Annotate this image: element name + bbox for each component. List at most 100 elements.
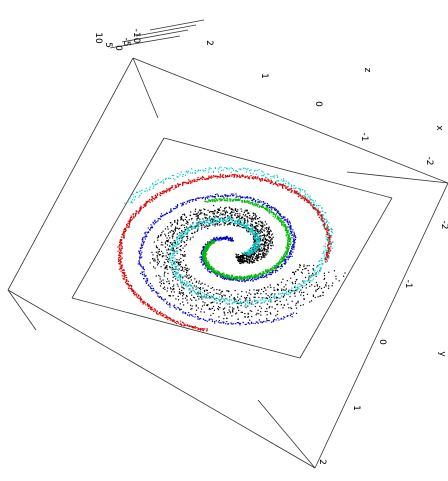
data-point	[314, 207, 316, 209]
data-point	[209, 241, 211, 243]
data-point	[173, 208, 175, 210]
box-edge	[149, 19, 205, 31]
data-point	[123, 272, 125, 274]
data-point	[174, 262, 176, 265]
data-point	[234, 300, 236, 302]
data-point	[262, 274, 264, 277]
data-point	[178, 275, 180, 277]
data-point	[162, 282, 165, 284]
data-point	[173, 245, 175, 247]
data-point	[286, 253, 288, 255]
data-point	[234, 220, 236, 222]
data-point	[189, 172, 191, 174]
data-point	[141, 239, 143, 241]
data-point	[151, 200, 153, 202]
data-point	[237, 224, 239, 227]
data-point	[155, 291, 157, 293]
data-point	[204, 243, 206, 245]
data-point	[283, 292, 285, 295]
data-point	[234, 276, 236, 278]
data-point	[138, 297, 140, 299]
data-point	[194, 213, 196, 215]
data-point	[189, 199, 191, 201]
data-point	[149, 306, 151, 308]
data-point	[169, 306, 171, 308]
data-point	[211, 240, 213, 242]
data-point	[264, 252, 266, 254]
data-point	[169, 222, 171, 224]
data-point	[256, 246, 258, 248]
data-point	[307, 270, 309, 272]
data-point	[263, 173, 265, 175]
data-point	[220, 274, 222, 276]
data-point	[168, 280, 170, 282]
data-point	[260, 302, 262, 305]
data-point	[262, 254, 264, 257]
data-point	[299, 190, 301, 192]
data-point	[246, 222, 248, 224]
data-point	[252, 250, 254, 252]
data-point	[195, 208, 197, 210]
data-point	[244, 226, 246, 228]
data-point	[216, 216, 218, 218]
data-point	[256, 229, 258, 231]
data-point	[204, 198, 206, 200]
data-point	[179, 278, 181, 281]
data-point	[127, 284, 129, 286]
data-point	[220, 273, 222, 275]
data-point	[178, 259, 180, 261]
data-point	[121, 257, 123, 259]
data-point	[251, 247, 253, 249]
data-point	[219, 322, 221, 324]
data-point	[159, 191, 161, 194]
data-point	[170, 269, 173, 271]
data-point	[199, 223, 201, 225]
data-point	[235, 276, 237, 278]
data-point	[213, 216, 215, 218]
data-point	[222, 274, 224, 276]
data-point	[136, 191, 138, 193]
data-point	[288, 247, 290, 249]
data-point	[239, 259, 241, 261]
data-point	[201, 177, 203, 179]
data-point	[251, 218, 253, 220]
data-point	[281, 266, 283, 268]
data-point	[189, 304, 192, 306]
data-point	[177, 295, 179, 297]
data-point	[286, 232, 288, 234]
data-point	[289, 233, 291, 235]
data-point	[152, 290, 154, 292]
data-point	[217, 272, 219, 274]
data-point	[229, 239, 231, 241]
data-point	[226, 175, 228, 177]
data-point	[277, 180, 279, 182]
data-point	[238, 260, 240, 262]
data-point	[172, 257, 174, 259]
data-point	[119, 245, 121, 247]
data-point	[164, 243, 167, 245]
data-point	[236, 171, 238, 173]
box-edge	[135, 24, 197, 37]
data-point	[252, 261, 254, 263]
data-point	[250, 233, 252, 235]
data-point	[312, 295, 314, 297]
data-point	[135, 210, 137, 212]
data-point	[179, 248, 182, 251]
data-point	[243, 276, 245, 278]
data-point	[282, 260, 285, 262]
data-point	[297, 283, 299, 285]
data-point	[215, 194, 217, 196]
data-point	[236, 322, 238, 324]
data-point	[172, 253, 174, 255]
data-point	[287, 189, 289, 191]
data-point	[274, 207, 276, 209]
data-point	[194, 172, 196, 174]
data-point	[164, 246, 166, 248]
data-point	[224, 167, 226, 169]
data-point	[280, 256, 282, 258]
data-point	[268, 226, 270, 228]
data-point	[295, 236, 297, 238]
data-point	[259, 321, 261, 323]
data-point	[327, 245, 329, 247]
data-point	[184, 284, 186, 286]
